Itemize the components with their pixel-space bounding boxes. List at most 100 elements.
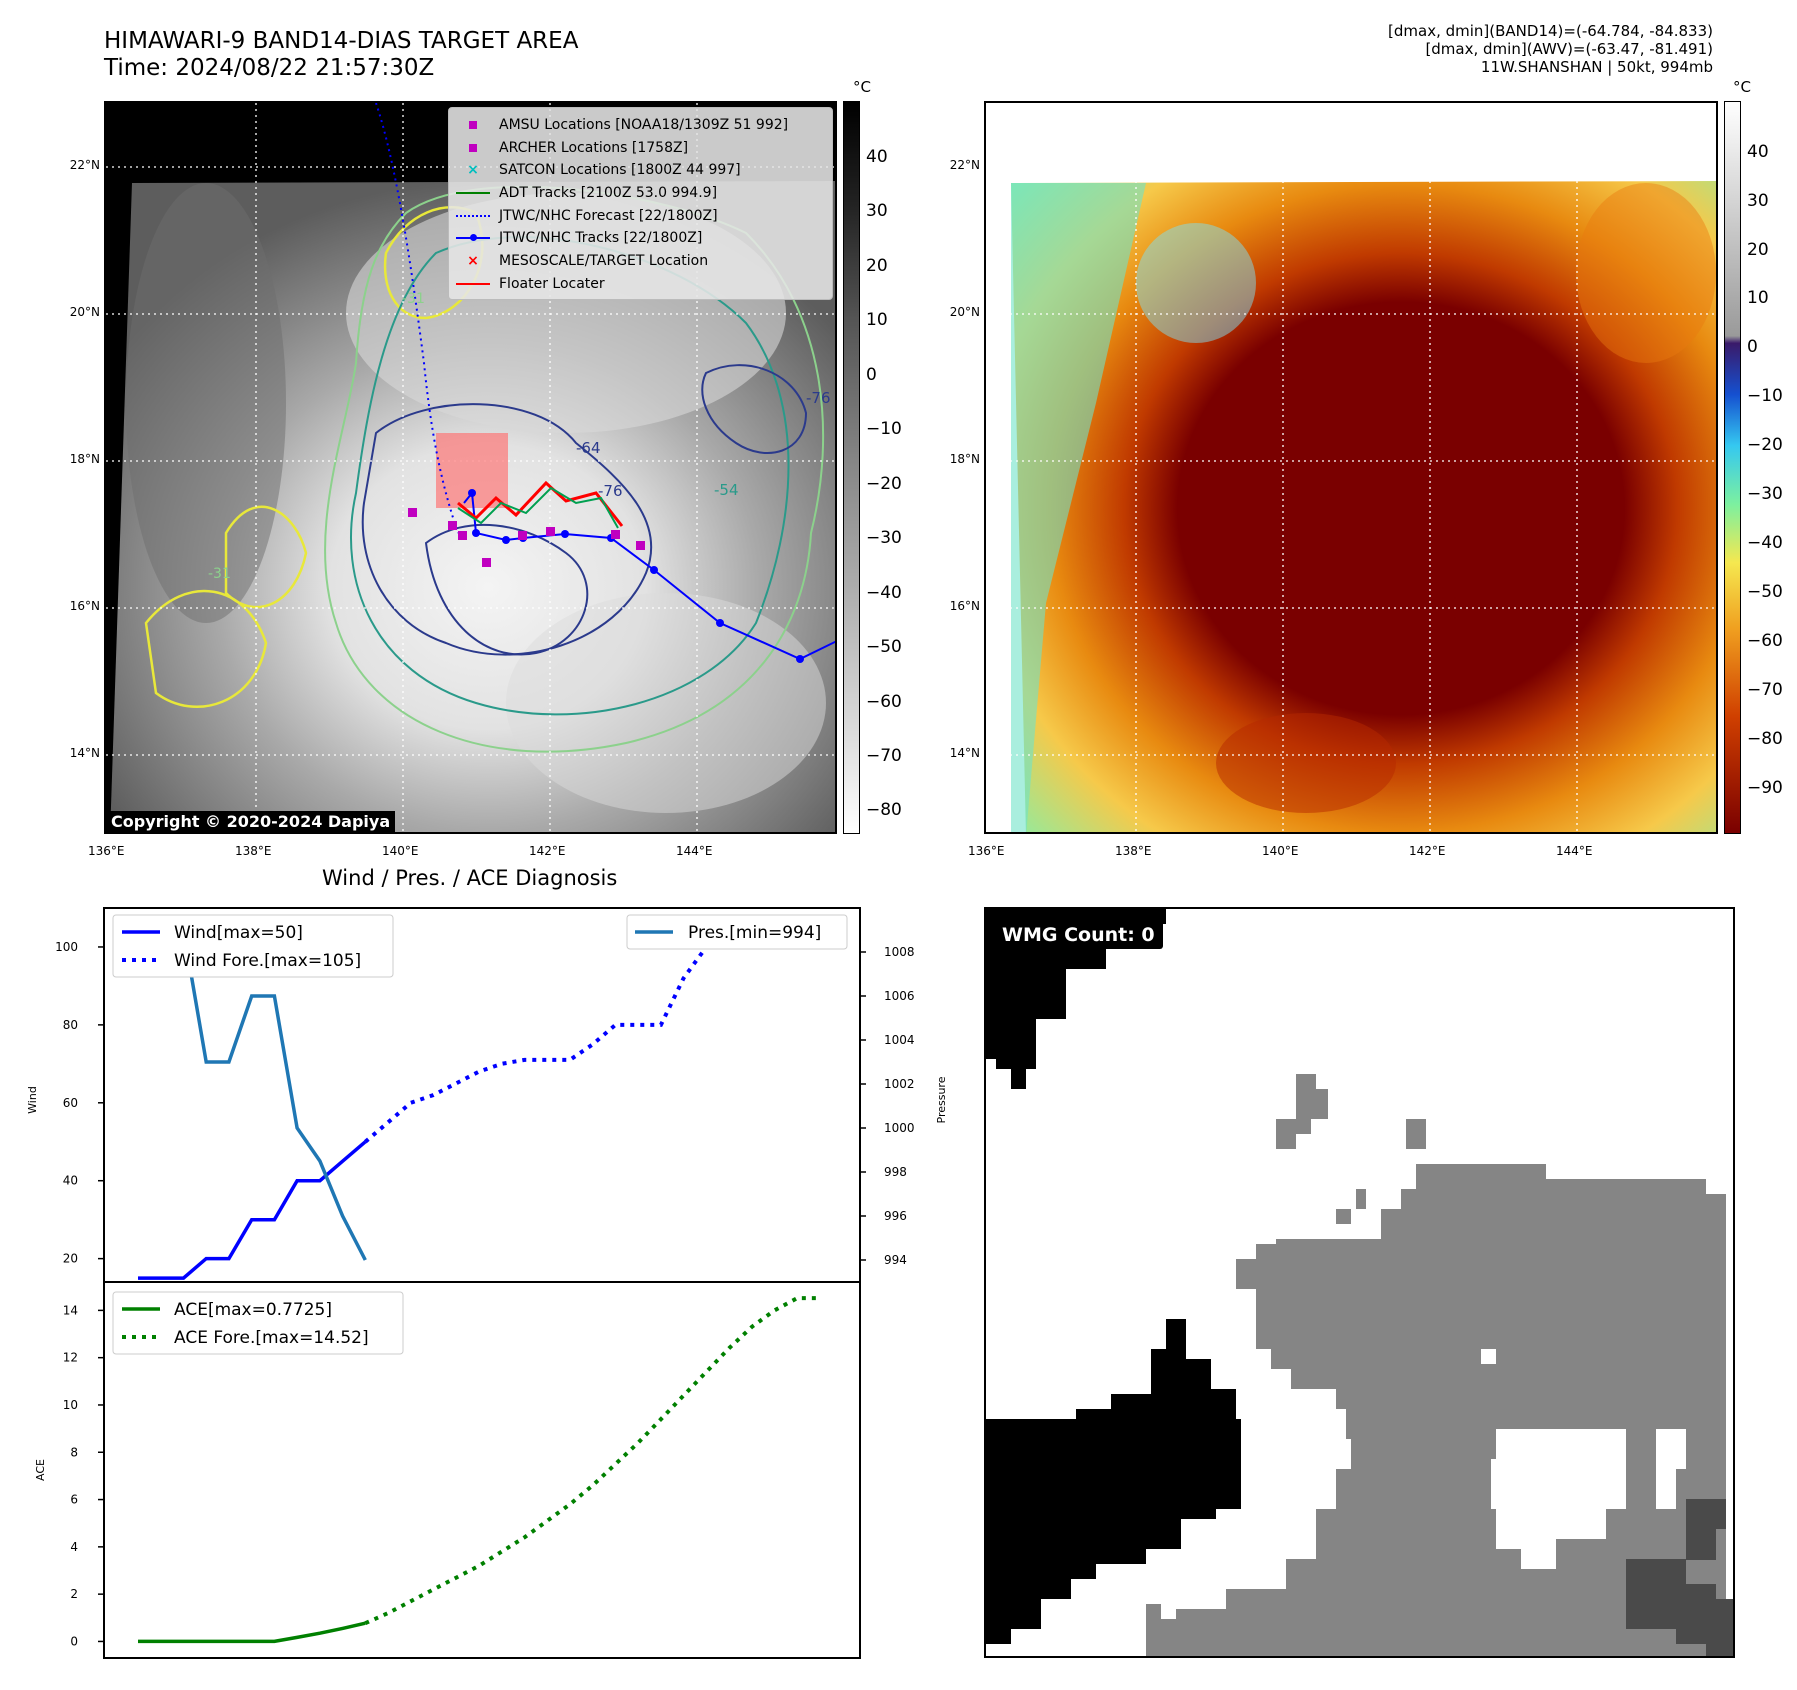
lon-label-142: 142°E	[529, 844, 566, 858]
legend-marker: ×	[467, 162, 479, 179]
cbl-tick-6: −20	[866, 474, 902, 494]
legend-marker	[453, 227, 493, 250]
pressure-tick-label: 996	[884, 1209, 907, 1223]
wmg-black-cells	[986, 909, 1241, 1644]
pressure-tick-label: 1004	[884, 1033, 915, 1047]
wind-y-ticks: 20 40 60 80 100	[55, 940, 104, 1266]
contour-navy-core	[424, 523, 589, 656]
wmg-dark-cells	[1626, 1499, 1733, 1656]
awv-lat-20: 20°N	[949, 305, 980, 319]
cbl-tick-4: 0	[866, 365, 877, 385]
contour-yellow-2	[144, 589, 268, 708]
ace-series-group	[138, 1296, 820, 1644]
cbl-tick-10: −60	[866, 692, 902, 712]
awv-lon-labels: 136°E 138°E 140°E 142°E 144°E	[880, 844, 1780, 860]
wind-legend	[112, 914, 394, 978]
series-line-ace-forecast	[364, 1296, 820, 1626]
pressure-tick-label: 1006	[884, 989, 915, 1003]
ace-tick-label: 12	[63, 1351, 78, 1365]
lat-label-18: 18°N	[69, 452, 100, 466]
legend-label: SATCON Locations [1800Z 44 997]	[499, 162, 741, 179]
wind-tick-label: 100	[55, 940, 78, 954]
lat-label-20: 20°N	[69, 305, 100, 319]
cbr-tick-4: 0	[1747, 337, 1758, 357]
legend-label: ADT Tracks [2100Z 53.0 994.9]	[499, 185, 718, 202]
series-line-ace	[138, 1621, 366, 1644]
cbl-tick-1: 30	[866, 201, 888, 221]
legend-item: Floater Locater	[449, 273, 832, 296]
wind-series-group	[138, 925, 822, 1280]
awv-map-panel	[984, 101, 1718, 834]
pressure-y-ticks: 994 996 998 1000 1002 1004 1006 1008	[860, 945, 915, 1267]
ace-tick-label: 6	[70, 1493, 78, 1507]
cbr-tick-8: −40	[1747, 533, 1783, 553]
ir-map-panel: -64 -76 -54 -76 -31 -31 AMSU Locations […	[104, 101, 837, 834]
lon-label-136: 136°E	[88, 844, 125, 858]
legend-marker	[453, 182, 493, 205]
adt-track	[457, 486, 619, 529]
legend-item: × SATCON Locations [1800Z 44 997]	[449, 159, 832, 182]
ace-y-ticks: 0 2 4 6 8 10 12 14	[63, 1303, 104, 1648]
legend-item: JTWC/NHC Tracks [22/1800Z]	[449, 227, 832, 250]
ace-tick-label: 10	[63, 1398, 78, 1412]
pressure-ylabel: Pressure	[935, 1076, 948, 1123]
ace-ylabel: ACE	[34, 1459, 47, 1481]
legend-item: ADT Tracks [2100Z 53.0 994.9]	[449, 182, 832, 205]
colorbar-right	[1724, 101, 1741, 834]
legend-label: Floater Locater	[499, 275, 605, 292]
lat-label-22: 22°N	[69, 158, 100, 172]
wind-ylabel: Wind	[26, 1086, 39, 1114]
cbl-tick-3: 10	[866, 310, 888, 330]
awv-lon-144: 144°E	[1556, 844, 1593, 858]
series-line-wind-forecast	[364, 925, 822, 1144]
contour-label-64: -64	[576, 439, 601, 457]
info-line-2: [dmax, dmin](AWV)=(-63.47, -81.491)	[1425, 40, 1713, 58]
legend-item: AMSU Locations [NOAA18/1309Z 51 992]	[449, 114, 832, 137]
title-line-1: HIMAWARI-9 BAND14-DIAS TARGET AREA	[104, 28, 579, 54]
awv-lat-22: 22°N	[949, 158, 980, 172]
legend-label: ARCHER Locations [1758Z]	[499, 139, 689, 156]
ace-tick-label: 14	[63, 1303, 78, 1317]
cbr-tick-5: −10	[1747, 386, 1783, 406]
legend-label: JTWC/NHC Tracks [22/1800Z]	[499, 230, 703, 247]
cbr-tick-0: 40	[1747, 142, 1769, 162]
diag-title: Wind / Pres. / ACE Diagnosis	[322, 866, 618, 890]
colorbar-left	[843, 101, 860, 834]
cbl-tick-5: −10	[866, 419, 902, 439]
wmg-panel: WMG Count: 0	[984, 907, 1735, 1658]
ace-axes-frame	[103, 1281, 861, 1659]
wmg-white-holes	[1481, 1179, 1726, 1569]
contour-label-31a: -31	[402, 291, 425, 307]
info-line-1: [dmax, dmin](BAND14)=(-64.784, -84.833)	[1388, 22, 1713, 40]
lon-label-144: 144°E	[676, 844, 713, 858]
pres-legend-label: Pres.[min=994]	[688, 923, 821, 943]
ace-tick-label: 4	[70, 1540, 78, 1554]
wind-tick-label: 80	[63, 1018, 78, 1032]
awv-lat-14: 14°N	[949, 746, 980, 760]
legend-label: JTWC/NHC Forecast [22/1800Z]	[499, 207, 718, 224]
wind-tick-label: 20	[63, 1252, 78, 1266]
legend-label: AMSU Locations [NOAA18/1309Z 51 992]	[499, 117, 789, 133]
cbr-tick-11: −70	[1747, 680, 1783, 700]
ace-legend	[112, 1291, 404, 1355]
ace-tick-label: 8	[70, 1445, 78, 1459]
contour-navy-inner	[361, 403, 653, 656]
colorbar-right-unit: °C	[1733, 78, 1751, 96]
ace-fore-legend-label: ACE Fore.[max=14.52]	[174, 1328, 369, 1348]
ace-legend-label: ACE[max=0.7725]	[174, 1300, 332, 1320]
cbr-tick-3: 10	[1747, 288, 1769, 308]
legend-label: MESOSCALE/TARGET Location	[499, 253, 709, 270]
awv-imagery	[1011, 181, 1716, 832]
info-header: [dmax, dmin](BAND14)=(-64.784, -84.833) …	[1388, 22, 1713, 76]
series-line-pressure	[138, 928, 367, 1261]
pres-legend	[626, 914, 848, 950]
contour-navy-ne	[701, 364, 808, 454]
legend-marker	[453, 273, 493, 296]
cbr-tick-9: −50	[1747, 582, 1783, 602]
awv-lat-18: 18°N	[949, 452, 980, 466]
ace-tick-label: 0	[70, 1634, 78, 1648]
awv-lon-140: 140°E	[1262, 844, 1299, 858]
wind-fore-legend-label: Wind Fore.[max=105]	[174, 951, 361, 971]
pressure-tick-label: 1002	[884, 1077, 915, 1091]
